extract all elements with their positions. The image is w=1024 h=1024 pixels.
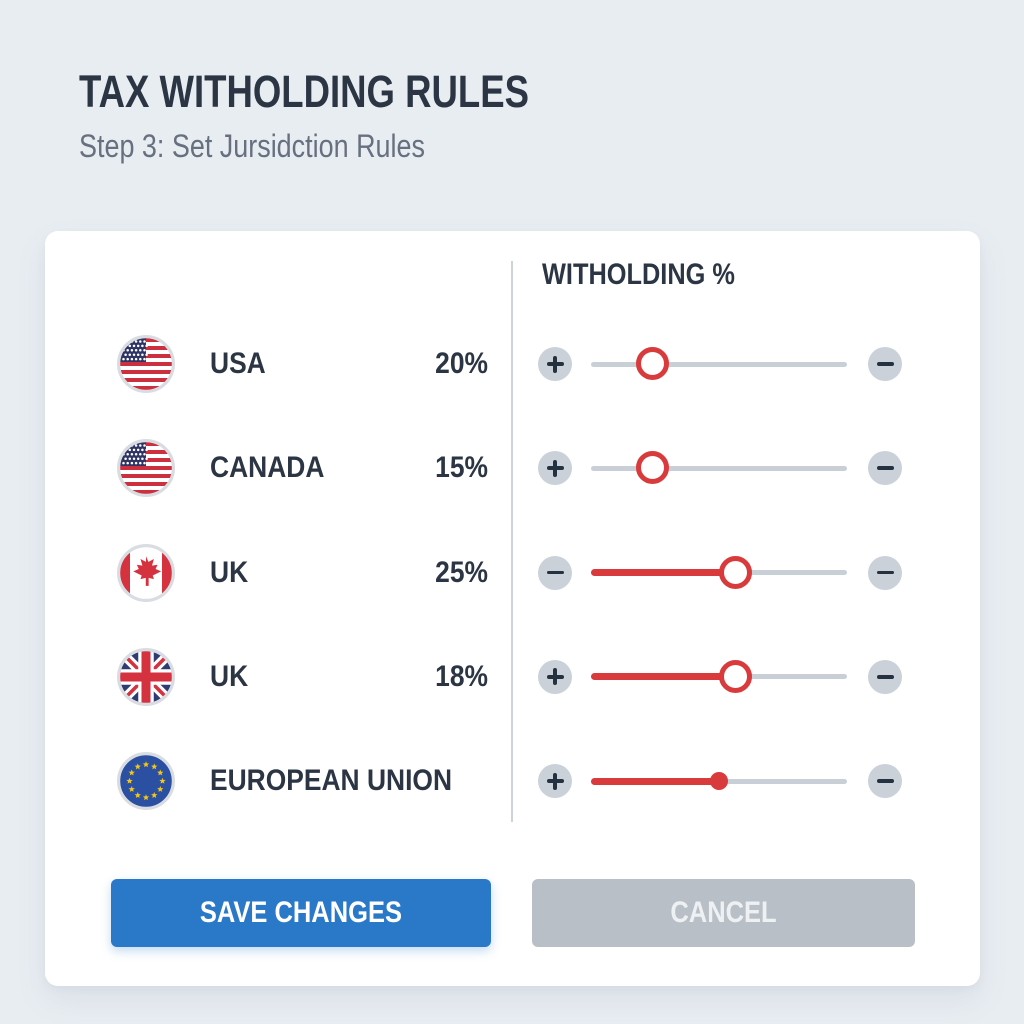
usa-flag-icon xyxy=(116,438,176,498)
country-label: USA xyxy=(210,347,266,380)
minus-icon xyxy=(876,779,894,783)
canada-flag-icon xyxy=(116,543,176,603)
usa-flag-icon xyxy=(116,334,176,394)
slider-handle[interactable] xyxy=(636,347,670,380)
page-subtitle: Step 3: Set Jursidction Rules xyxy=(79,128,425,164)
column-divider xyxy=(511,261,513,822)
withholding-percent-value: 20% xyxy=(435,347,488,380)
uk-flag-icon xyxy=(116,647,176,707)
withholding-percent-value: 18% xyxy=(435,659,488,693)
plus-icon-vertical xyxy=(553,459,557,477)
decrease-button[interactable] xyxy=(868,659,902,694)
decrease-button[interactable] xyxy=(868,764,902,798)
save-changes-label: SAVE CHANGES xyxy=(199,896,403,929)
increase-button[interactable] xyxy=(538,659,572,694)
increase-button[interactable] xyxy=(538,451,572,486)
plus-icon-vertical xyxy=(553,772,557,790)
slider-track[interactable] xyxy=(591,465,847,471)
slider-handle[interactable] xyxy=(719,555,753,589)
slider-handle[interactable] xyxy=(636,451,670,485)
withholding-column-header: WITHOLDING % xyxy=(542,258,735,291)
decrease-button[interactable] xyxy=(868,451,902,486)
page-title: TAX WITHOLDING RULES xyxy=(79,66,529,117)
minus-icon xyxy=(876,674,894,679)
slider-fill xyxy=(591,777,719,785)
tax-rules-card: WITHOLDING % USA 20% CANADA 15% UK 25% UK 18%… xyxy=(45,231,980,986)
eu-flag-icon xyxy=(116,751,176,811)
slider-track[interactable] xyxy=(591,361,847,367)
increase-button[interactable] xyxy=(538,764,572,798)
withholding-percent-value: 25% xyxy=(435,555,488,589)
decrease-button[interactable] xyxy=(538,555,572,590)
withholding-percent-value: 15% xyxy=(435,451,488,485)
slider-handle[interactable] xyxy=(710,772,728,790)
save-changes-button[interactable]: SAVE CHANGES xyxy=(111,879,491,947)
country-label: EUROPEAN UNION xyxy=(210,764,453,797)
plus-icon-vertical xyxy=(553,355,557,373)
minus-icon xyxy=(546,570,564,575)
country-label: UK xyxy=(210,555,249,589)
withholding-percent-value xyxy=(374,765,488,797)
minus-icon xyxy=(876,466,894,471)
slider-fill xyxy=(591,673,737,681)
decrease-button[interactable] xyxy=(868,555,902,590)
slider-handle[interactable] xyxy=(719,659,753,693)
cancel-label: CANCEL xyxy=(670,896,777,929)
decrease-button[interactable] xyxy=(868,347,902,381)
minus-icon xyxy=(876,570,894,575)
slider-fill xyxy=(591,569,737,576)
increase-button[interactable] xyxy=(538,347,572,381)
country-label: CANADA xyxy=(210,451,325,485)
cancel-button[interactable]: CANCEL xyxy=(532,879,915,947)
country-label: UK xyxy=(210,659,249,693)
minus-icon xyxy=(876,362,894,366)
plus-icon-vertical xyxy=(553,668,557,686)
